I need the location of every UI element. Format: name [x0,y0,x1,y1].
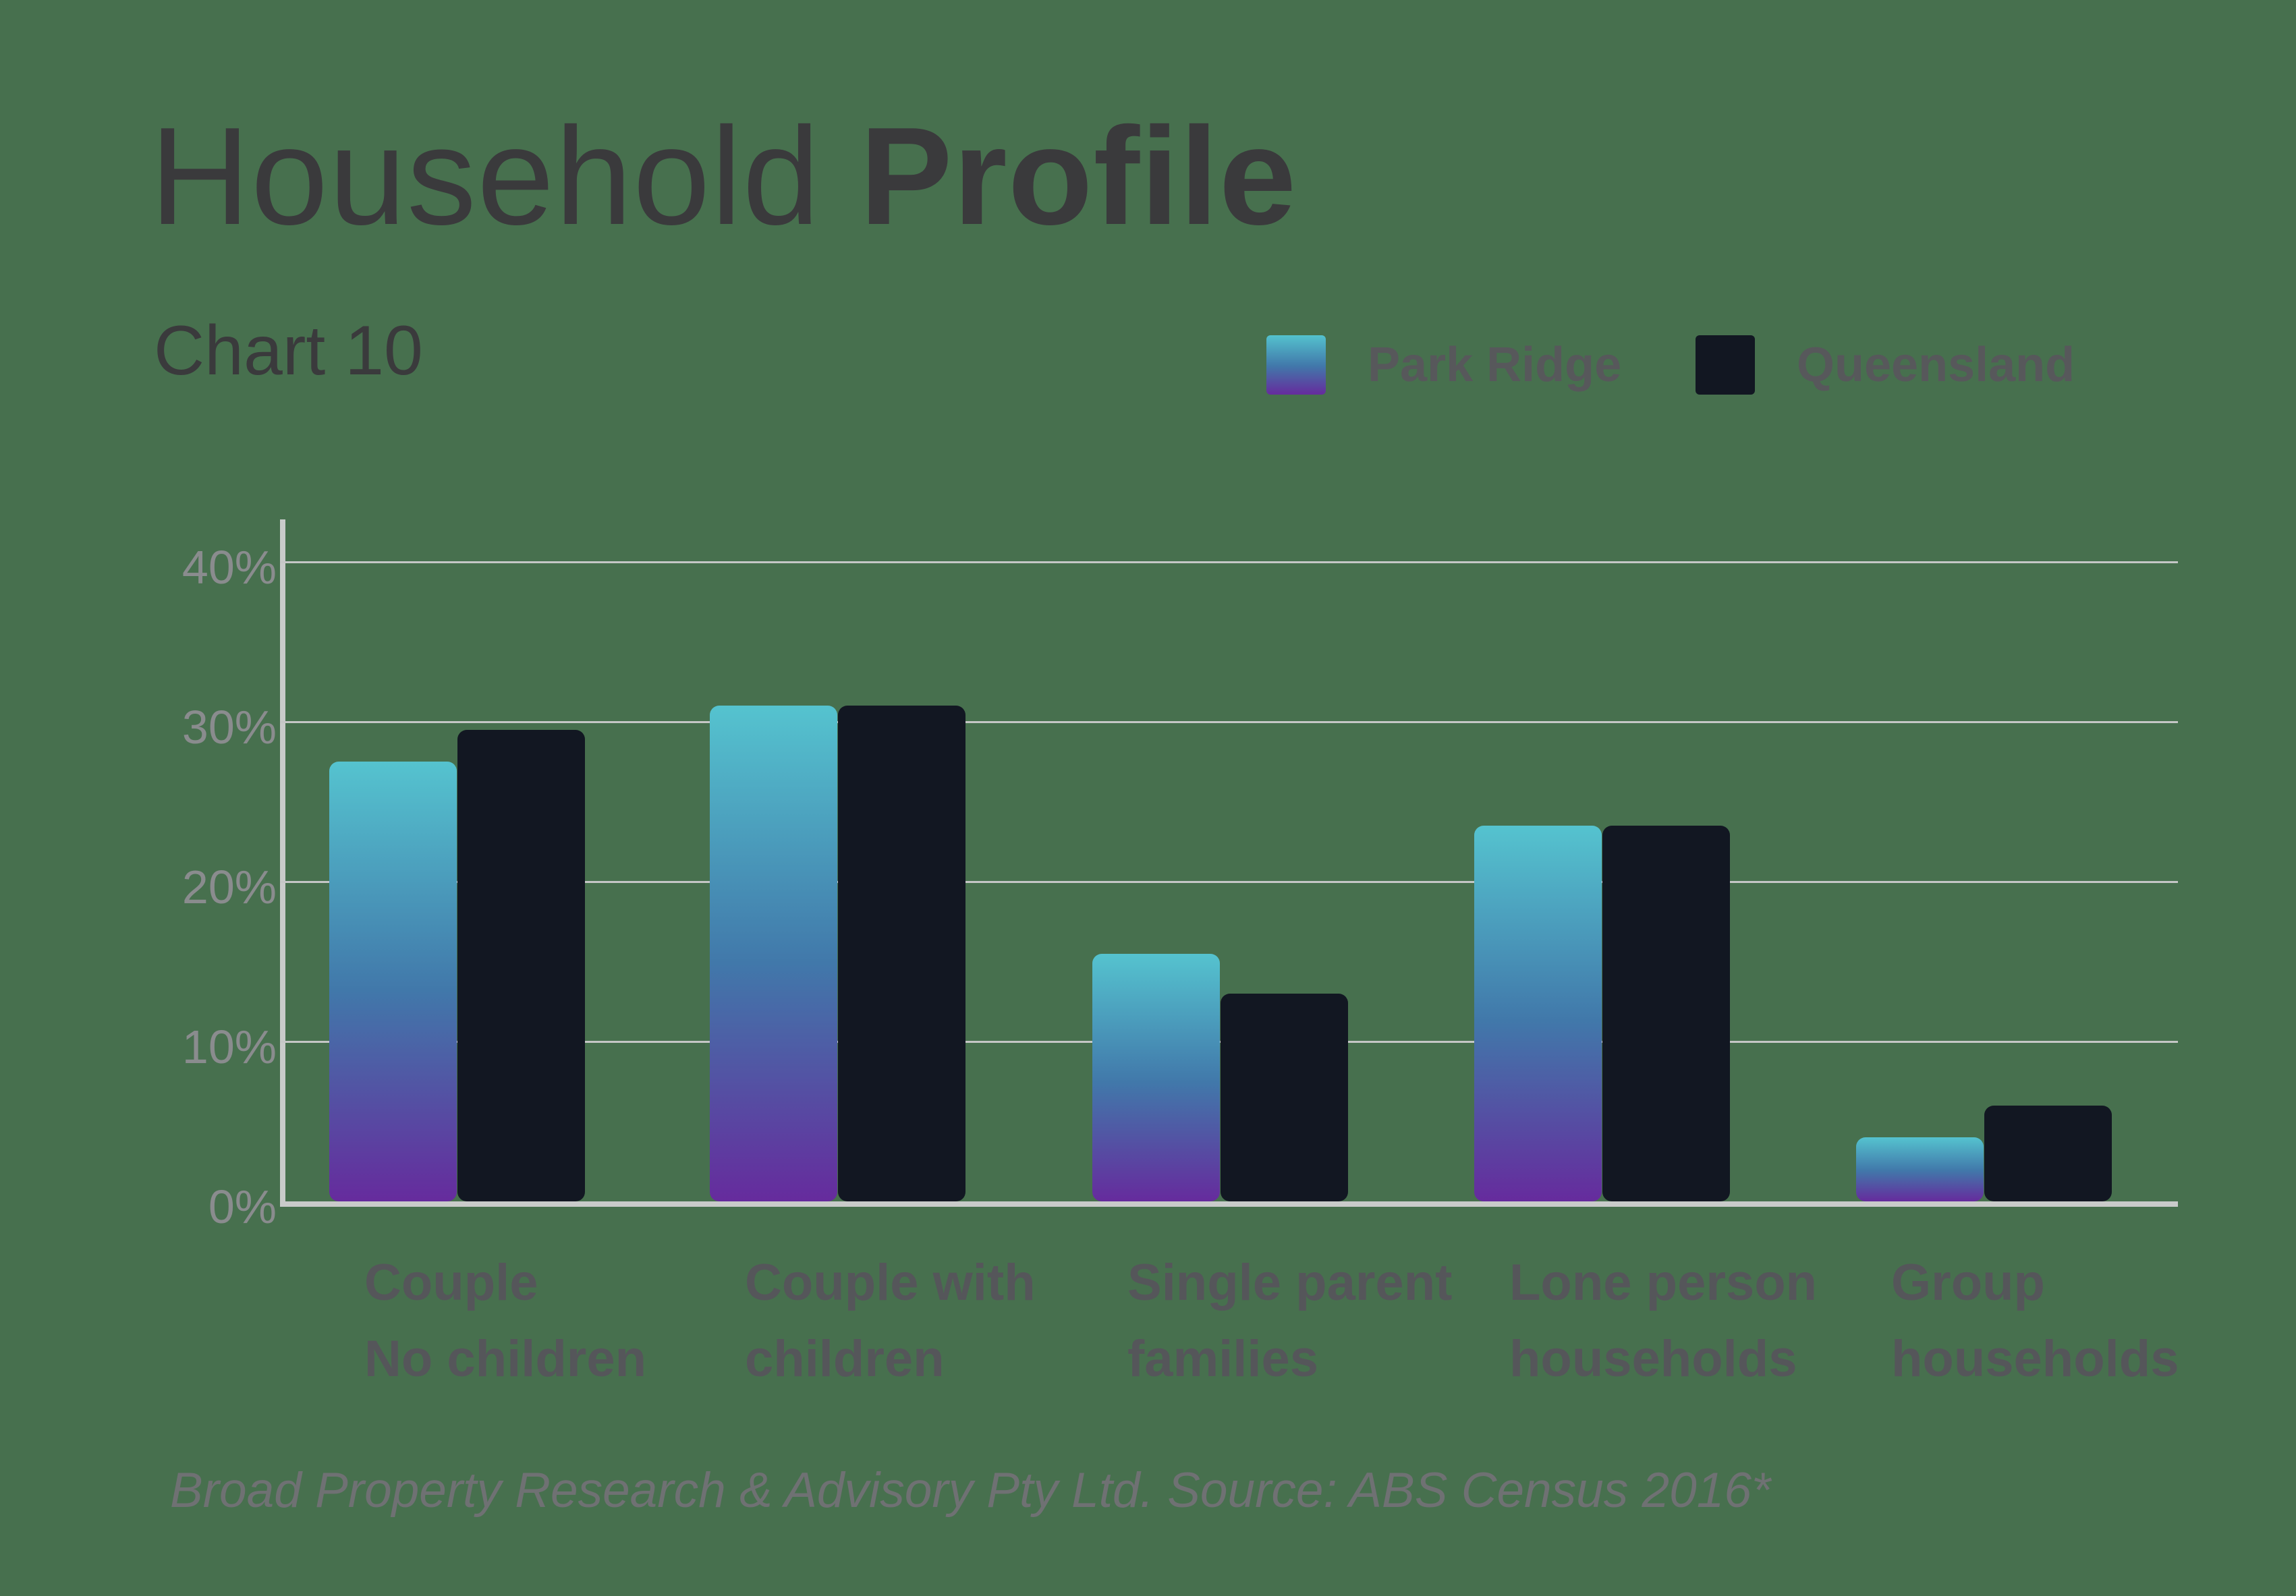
category-label-couple-no-children: Couple No children [364,1245,646,1397]
bar-queensland-couple-no-children [457,730,585,1201]
bar-park-ridge-couple-with-children [710,706,837,1201]
category-label-line: children [745,1330,945,1388]
category-label-line: households [1509,1330,1797,1388]
page-title-light: Household [150,98,860,254]
bar-queensland-couple-with-children [838,706,965,1201]
bar-group-couple-no-children [329,730,585,1201]
category-label-line: Single parent [1127,1254,1453,1311]
park-ridge-legend-swatch [1266,335,1326,395]
category-label-single-parent-families: Single parent families [1127,1245,1452,1397]
bar-queensland-group-households [1984,1106,2112,1201]
y-axis-tick-label: 30% [181,701,277,753]
bar-park-ridge-lone-person-households [1474,826,1602,1201]
bar-group-couple-with-children [710,706,965,1201]
bar-group-single-parent-families [1092,954,1348,1201]
chart-number-label: Chart 10 [154,312,423,390]
bar-group-lone-person-households [1474,826,1730,1201]
category-label-lone-person-households: Lone person households [1509,1245,1817,1397]
category-label-line: families [1127,1330,1319,1388]
category-label-line: Couple [364,1254,538,1311]
category-label-line: Lone person [1509,1254,1818,1311]
gridline-40pct [280,561,2178,563]
gridline-30pct [280,721,2178,723]
bar-group-group-households [1856,1106,2112,1201]
category-label-couple-with-children: Couple with children [745,1245,1036,1397]
source-attribution: Broad Property Research & Advisory Pty L… [170,1463,1771,1518]
category-label-group-households: Group households [1891,1245,2179,1397]
bar-park-ridge-couple-no-children [329,762,457,1201]
y-axis-tick-label: 0% [208,1180,277,1233]
gridline-20pct [280,881,2178,883]
queensland-legend-swatch [1696,335,1755,395]
y-axis-tick-label: 10% [181,1021,277,1073]
category-label-line: Group [1891,1254,2045,1311]
category-label-line: Couple with [745,1254,1036,1311]
bar-queensland-single-parent-families [1221,994,1348,1201]
legend-label-queensland: Queensland [1797,338,2075,392]
bar-queensland-lone-person-households [1602,826,1730,1201]
bar-park-ridge-single-parent-families [1092,954,1220,1201]
category-label-line: No children [364,1330,647,1388]
category-label-line: households [1891,1330,2179,1388]
legend-item-park-ridge: Park Ridge [1266,335,1621,395]
y-axis-tick-label: 40% [181,541,277,594]
bar-chart-plot-area [280,519,2178,1207]
legend-label-park-ridge: Park Ridge [1368,338,1622,392]
page-title: Household Profile [150,100,1297,253]
y-axis-tick-label: 20% [181,861,277,913]
legend-item-queensland: Queensland [1696,335,2075,395]
bar-park-ridge-group-households [1856,1137,1984,1201]
page-title-bold: Profile [860,98,1297,254]
